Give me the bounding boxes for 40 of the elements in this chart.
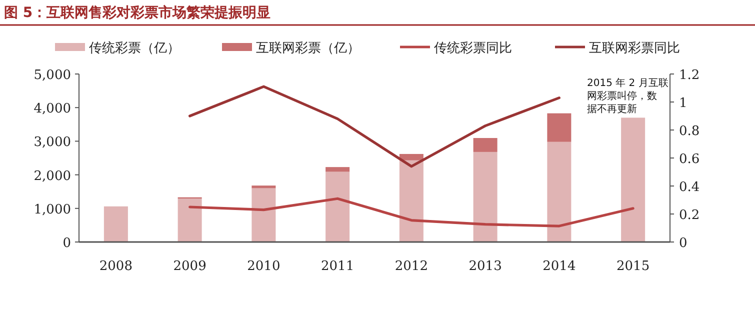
x-tick-label: 2012 bbox=[394, 259, 428, 274]
bar bbox=[252, 188, 276, 242]
bar bbox=[252, 186, 276, 188]
x-tick-label: 2013 bbox=[468, 259, 502, 274]
legend-label: 互联网彩票（亿） bbox=[256, 41, 360, 56]
annotation: 2015 年 2 月互联网彩票叫停，数据不再更新 bbox=[587, 78, 668, 115]
bar bbox=[104, 206, 128, 242]
chart-title: 图 5：互联网售彩对彩票市场繁荣提振明显 bbox=[4, 4, 271, 21]
x-tick-label: 2011 bbox=[321, 259, 354, 274]
y2-tick-label: 1.2 bbox=[679, 68, 700, 83]
x-tick-label: 2015 bbox=[616, 259, 650, 274]
bar bbox=[326, 172, 350, 242]
y2-tick-label: 0.4 bbox=[679, 180, 700, 195]
x-tick-label: 2014 bbox=[542, 259, 576, 274]
bar bbox=[547, 142, 572, 242]
x-tick-label: 2010 bbox=[247, 259, 280, 274]
y-tick-label: 0 bbox=[62, 236, 71, 251]
bar bbox=[473, 138, 498, 152]
bar bbox=[621, 118, 646, 242]
y-tick-label: 2,000 bbox=[34, 168, 71, 184]
x-tick-label: 2008 bbox=[99, 259, 132, 274]
y2-tick-label: 0 bbox=[679, 236, 688, 251]
y2-tick-label: 1 bbox=[679, 96, 688, 111]
y-tick-label: 3,000 bbox=[34, 135, 71, 150]
bar bbox=[547, 113, 572, 142]
y-tick-label: 1,000 bbox=[34, 202, 71, 218]
bar bbox=[473, 152, 498, 242]
legend-label: 传统彩票（亿） bbox=[89, 41, 180, 56]
bar bbox=[399, 160, 424, 242]
bar bbox=[399, 154, 424, 160]
y2-tick-label: 0.2 bbox=[679, 208, 700, 223]
y-tick-label: 4,000 bbox=[34, 102, 71, 117]
y2-tick-label: 0.6 bbox=[679, 152, 700, 167]
x-tick-label: 2009 bbox=[173, 259, 206, 274]
bar bbox=[178, 198, 202, 242]
y-tick-label: 5,000 bbox=[34, 68, 71, 83]
y2-tick-label: 0.8 bbox=[679, 124, 700, 139]
legend-label: 互联网彩票同比 bbox=[589, 41, 680, 56]
legend-label: 传统彩票同比 bbox=[434, 41, 512, 56]
bar bbox=[326, 167, 350, 172]
